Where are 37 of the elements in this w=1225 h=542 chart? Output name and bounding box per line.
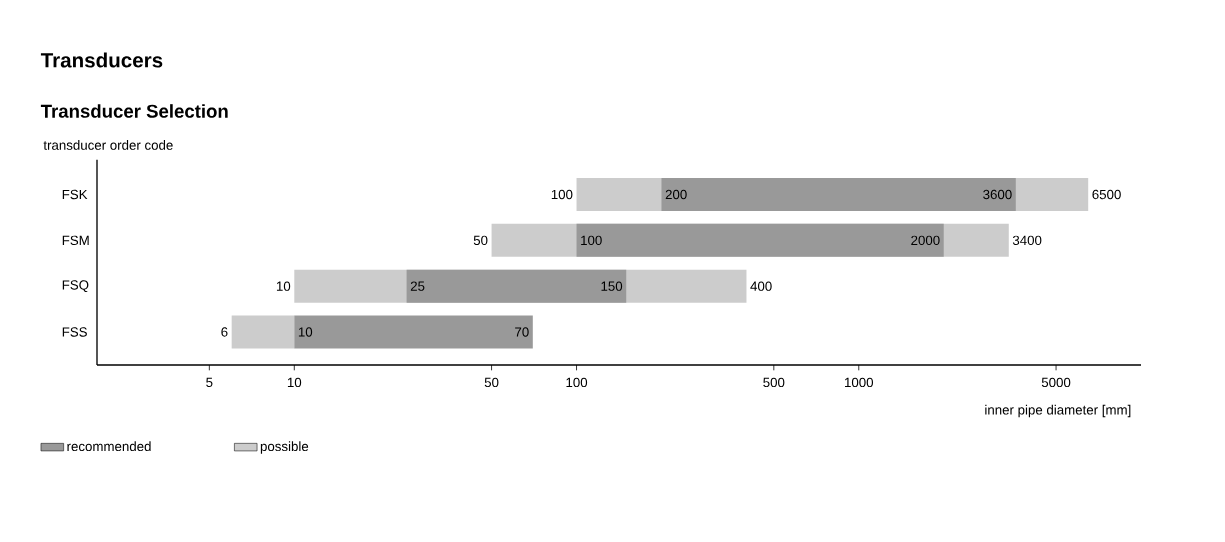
- annotation: 10: [276, 281, 291, 291]
- y-tick-label: FSK: [62, 189, 88, 200]
- legend-label: possible: [260, 441, 309, 454]
- y-tick-label: FSM: [62, 235, 89, 246]
- annotation: 200: [665, 189, 687, 200]
- annotation: 70: [515, 327, 529, 337]
- bar: [231, 315, 295, 349]
- x-tick-label: 50: [484, 377, 499, 388]
- annotation: 6: [221, 327, 228, 337]
- x-tick-label: 500: [763, 377, 785, 388]
- legend-label: recommended: [67, 441, 151, 452]
- annotation: 100: [551, 189, 573, 200]
- x-tick-label: 5000: [1041, 377, 1071, 388]
- annotation: 3400: [1012, 235, 1042, 246]
- chart-subtitle: Transducer Selection: [40, 104, 228, 118]
- x-tick-label: 1000: [845, 377, 874, 388]
- annotation: 25: [410, 281, 425, 291]
- y-axis-title: transducer order code: [43, 140, 173, 150]
- chart-title: Transducers: [40, 52, 163, 68]
- annotation: 3600: [983, 189, 1012, 200]
- annotation: 150: [601, 281, 623, 291]
- bar: [576, 223, 944, 257]
- x-tick-label: 10: [287, 377, 302, 388]
- annotation: 50: [473, 235, 488, 246]
- annotation: 2000: [911, 235, 940, 246]
- annotation: 400: [750, 281, 772, 291]
- annotation: 6500: [1092, 189, 1121, 200]
- bar: [661, 177, 1016, 211]
- x-tick-label: 5: [206, 377, 213, 387]
- x-tick-label: 100: [566, 377, 588, 388]
- x-axis-title: inner pipe diameter [mm]: [985, 404, 1131, 418]
- annotation: 10: [298, 327, 313, 337]
- bar: [294, 315, 533, 349]
- annotation: 100: [581, 235, 602, 246]
- y-tick-label: FSQ: [62, 280, 89, 293]
- y-tick-label: FSS: [62, 327, 87, 337]
- bar: [406, 269, 627, 303]
